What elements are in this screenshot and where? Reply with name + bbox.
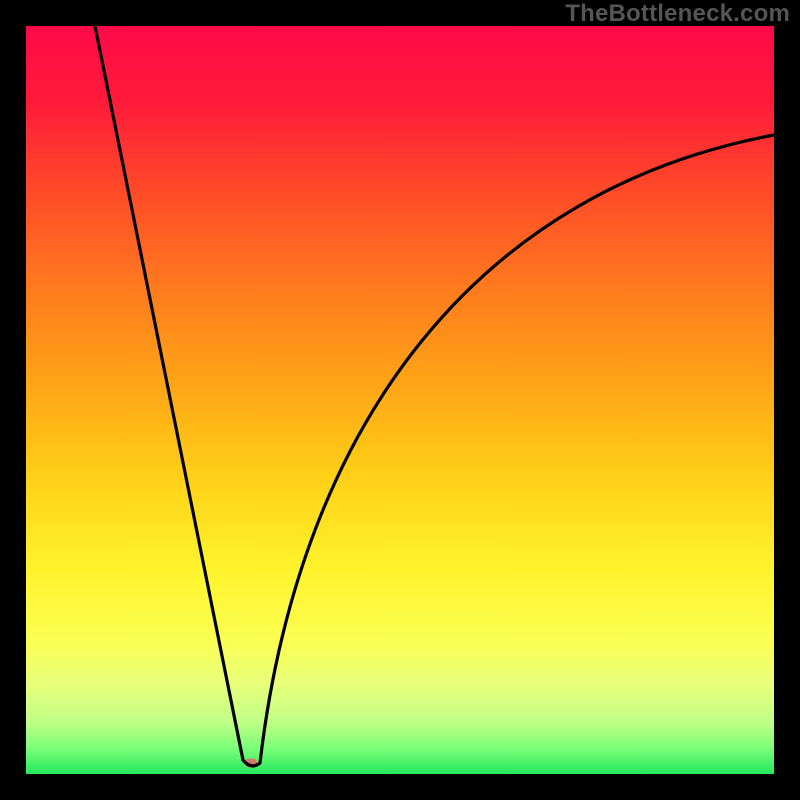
chart-canvas: TheBottleneck.com [0,0,800,800]
watermark-text: TheBottleneck.com [565,0,790,28]
plot-area [26,26,774,774]
chart-svg [0,0,800,800]
